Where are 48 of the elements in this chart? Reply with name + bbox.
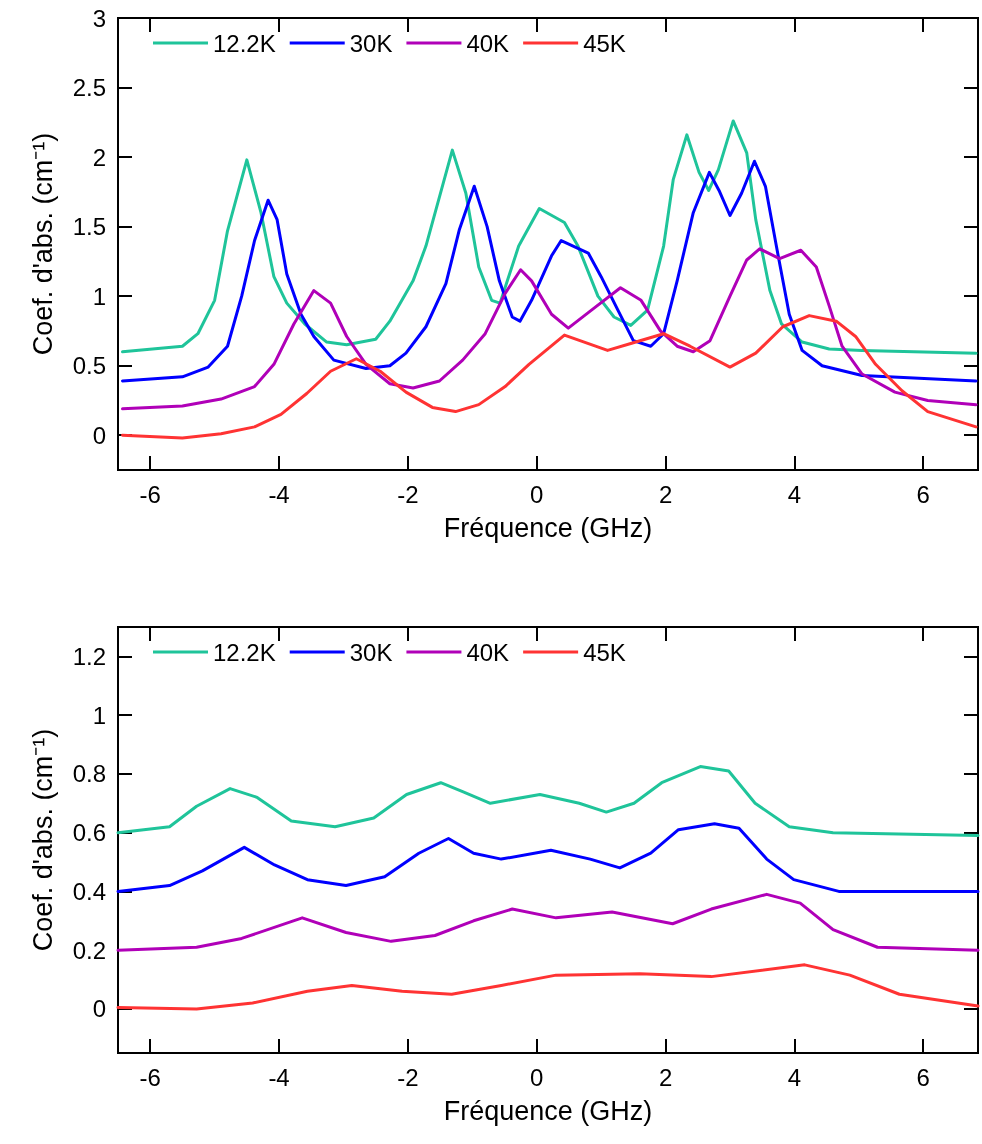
line-series bbox=[121, 314, 978, 440]
x-tick-label: -6 bbox=[139, 480, 161, 508]
x-tick-label: -2 bbox=[397, 480, 419, 508]
y-tick-label: 1 bbox=[92, 701, 106, 729]
y-tick-label: 0.6 bbox=[72, 819, 106, 847]
y-tick-label: 0.4 bbox=[72, 877, 106, 905]
x-tick-label: 6 bbox=[916, 1063, 930, 1091]
y-tick-label: 1 bbox=[92, 282, 106, 310]
x-tick-label: 0 bbox=[530, 1063, 544, 1091]
legend-label: 12.2K bbox=[213, 638, 276, 666]
y-tick-label: 2 bbox=[92, 143, 106, 171]
legend-label: 45K bbox=[583, 638, 626, 666]
x-tick-label: 2 bbox=[658, 1063, 673, 1091]
y-axis-title: Coef. d'abs. (cm⁻¹) bbox=[27, 132, 58, 356]
x-tick-label: -2 bbox=[397, 1063, 419, 1091]
y-tick-label: 0.5 bbox=[72, 352, 106, 380]
line-series bbox=[116, 822, 980, 893]
x-axis-title: Fréquence (GHz) bbox=[443, 1095, 653, 1126]
x-tick-label: 4 bbox=[787, 1063, 802, 1091]
y-axis-title: Coef. d'abs. (cm⁻¹) bbox=[27, 728, 58, 952]
y-tick-label: 2.5 bbox=[72, 74, 106, 102]
legend-label: 12.2K bbox=[213, 29, 276, 57]
x-tick-label: 0 bbox=[530, 480, 544, 508]
y-tick-label: 1.2 bbox=[72, 642, 106, 670]
legend-label: 30K bbox=[349, 638, 393, 666]
x-tick-label: -4 bbox=[268, 480, 290, 508]
x-tick-label: 6 bbox=[916, 480, 930, 508]
line-series bbox=[116, 765, 980, 838]
x-tick-label: -4 bbox=[268, 1063, 290, 1091]
legend-label: 40K bbox=[466, 638, 510, 666]
line-series bbox=[121, 247, 978, 411]
line-series bbox=[116, 963, 980, 1011]
x-tick-label: -6 bbox=[139, 1063, 161, 1091]
y-tick-label: 0.2 bbox=[72, 936, 106, 964]
y-tick-label: 0.8 bbox=[72, 760, 106, 788]
y-tick-label: 3 bbox=[92, 4, 106, 32]
x-axis-title: Fréquence (GHz) bbox=[443, 512, 653, 543]
legend-label: 30K bbox=[349, 29, 393, 57]
y-tick-label: 1.5 bbox=[72, 213, 106, 241]
x-tick-label: 2 bbox=[658, 480, 673, 508]
y-tick-label: 0 bbox=[92, 421, 106, 449]
legend-label: 45K bbox=[583, 29, 626, 57]
legend-label: 40K bbox=[466, 29, 510, 57]
y-tick-label: 0 bbox=[92, 995, 106, 1023]
line-series bbox=[116, 892, 980, 952]
line-series bbox=[121, 159, 978, 383]
x-tick-label: 4 bbox=[787, 480, 802, 508]
line-series bbox=[121, 119, 978, 355]
